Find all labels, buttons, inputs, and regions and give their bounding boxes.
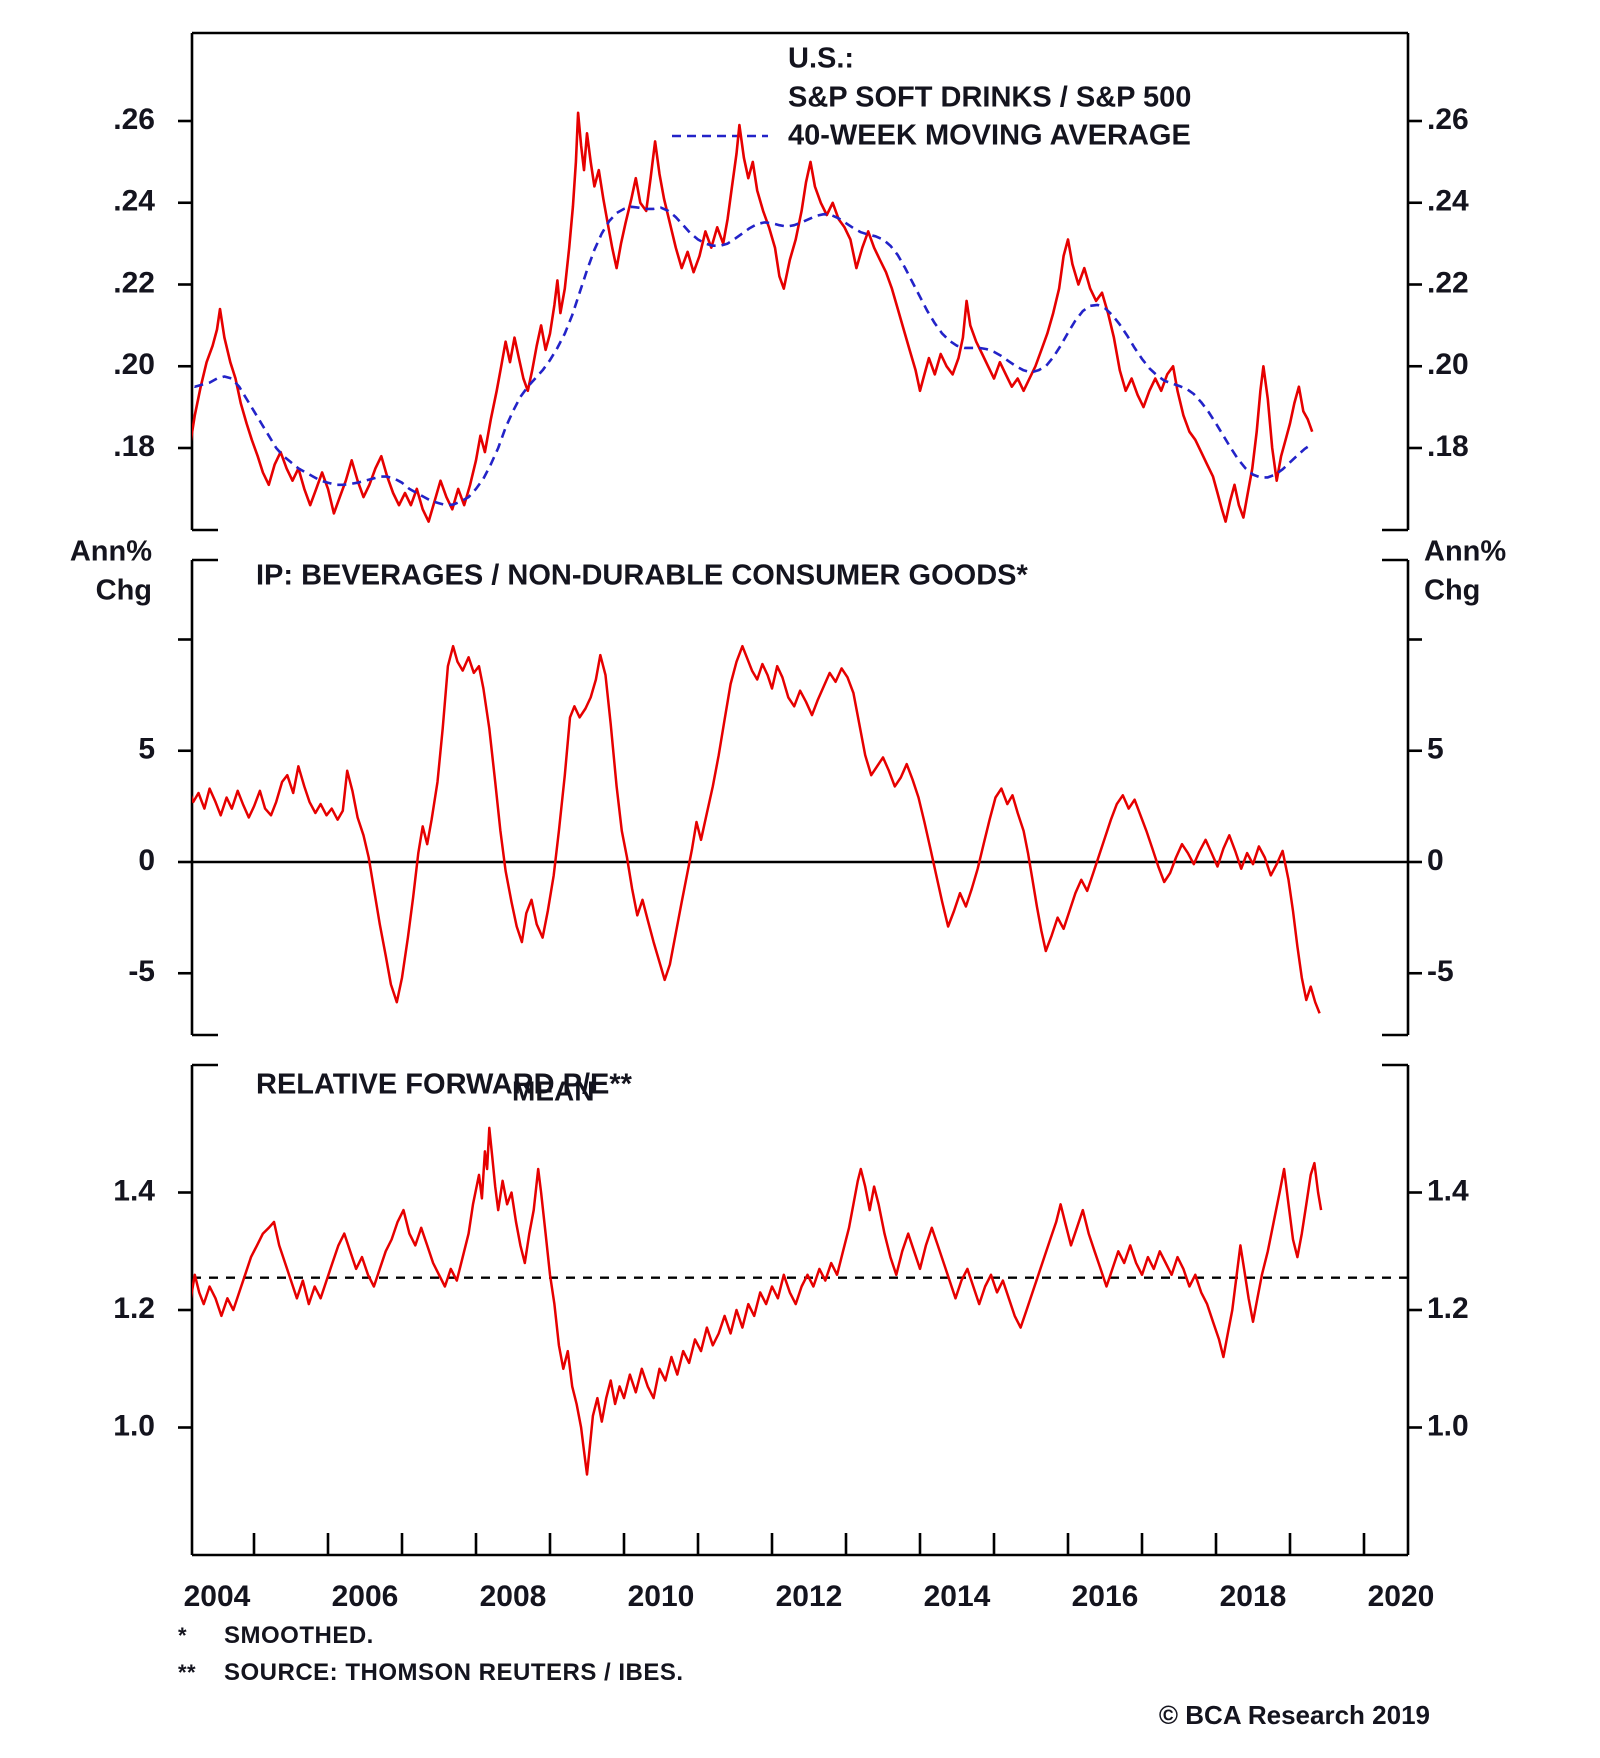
x-axis-label-2016: 2016 [1072, 1580, 1139, 1613]
legend-line-0: U.S.: [788, 43, 854, 75]
y-label-left: 1.0 [113, 1409, 155, 1442]
y-label-right: 1.0 [1427, 1409, 1469, 1442]
y-label-right: 0 [1427, 844, 1444, 877]
y-label-left: 0 [138, 844, 155, 877]
x-axis-label-2020: 2020 [1368, 1580, 1435, 1613]
series-40-week-moving-average [192, 205, 1313, 507]
legend-line-1: S&P SOFT DRINKS / S&P 500 [788, 82, 1191, 114]
y-label-right: 1.2 [1427, 1292, 1469, 1325]
y-label-left: 1.2 [113, 1292, 155, 1325]
mean-label: MEAN [512, 1075, 594, 1106]
panel-title: IP: BEVERAGES / NON-DURABLE CONSUMER GOO… [256, 560, 1028, 592]
y-label-left: -5 [128, 955, 155, 988]
panel-sp-soft-drinks-vs-sp500: .26 .26 .24 .24 .22 .22 .20 .20 .18 .18 U.S.: S&P S… [113, 31, 1469, 532]
y-label-right: .26 [1427, 103, 1469, 136]
legend-line-2: 40-WEEK MOVING AVERAGE [788, 120, 1191, 152]
series-relative-forward-pe-ratio [192, 1126, 1323, 1476]
y-label-right: 5 [1427, 733, 1444, 766]
footnote-text: SMOOTHED. [224, 1622, 374, 1649]
footnote-source: ** SOURCE: THOMSON REUTERS / IBES. [178, 1659, 684, 1687]
panel-title: RELATIVE FORWARD P/E** [256, 1069, 633, 1101]
axis-unit-label-left: Ann% [70, 536, 152, 568]
panel-relative-forward-pe: 2004 2006 2008 2010 2012 2014 2016 2018 2020 1.4 1… [113, 1063, 1469, 1613]
x-axis-label-2006: 2006 [332, 1580, 399, 1613]
y-label-left: .24 [113, 185, 155, 218]
y-label-left: .26 [113, 103, 155, 136]
y-label-right: .24 [1427, 185, 1469, 218]
series-ip-beverages-ann-pct-chg [192, 644, 1321, 1014]
axis-unit-label-left: Chg [96, 575, 152, 607]
y-label-left: .22 [113, 266, 155, 299]
footnote-smoothed: * SMOOTHED. [178, 1622, 374, 1650]
axis-unit-label-right: Ann% [1424, 536, 1506, 568]
y-label-left: .20 [113, 348, 155, 381]
y-label-right: 1.4 [1427, 1174, 1469, 1207]
footnote-marker: ** [178, 1660, 197, 1685]
y-label-left: .18 [113, 430, 155, 463]
y-label-right: .20 [1427, 348, 1469, 381]
x-axis-label-2008: 2008 [480, 1580, 547, 1613]
panel-ip-beverages: 5 5 0 0 -5 -5 IP: BEVERAGES / NON-DURABLE CONS… [70, 536, 1506, 1037]
y-label-left: 5 [138, 733, 155, 766]
series-sp-soft-drinks-sp500-ratio [192, 111, 1314, 523]
y-label-right: .18 [1427, 430, 1469, 463]
y-label-right: -5 [1427, 955, 1454, 988]
x-axis-label-2010: 2010 [628, 1580, 695, 1613]
footnote-text: SOURCE: THOMSON REUTERS / IBES. [224, 1659, 684, 1686]
axis-unit-label-right: Chg [1424, 575, 1480, 607]
x-axis-label-2012: 2012 [776, 1580, 843, 1613]
y-label-right: .22 [1427, 266, 1469, 299]
y-label-left: 1.4 [113, 1174, 155, 1207]
copyright: © BCA Research 2019 [1158, 1700, 1430, 1730]
x-axis-label-2018: 2018 [1220, 1580, 1287, 1613]
x-axis-label-2014: 2014 [924, 1580, 991, 1613]
x-axis-label-2004: 2004 [184, 1580, 251, 1613]
footnote-marker: * [178, 1623, 188, 1648]
